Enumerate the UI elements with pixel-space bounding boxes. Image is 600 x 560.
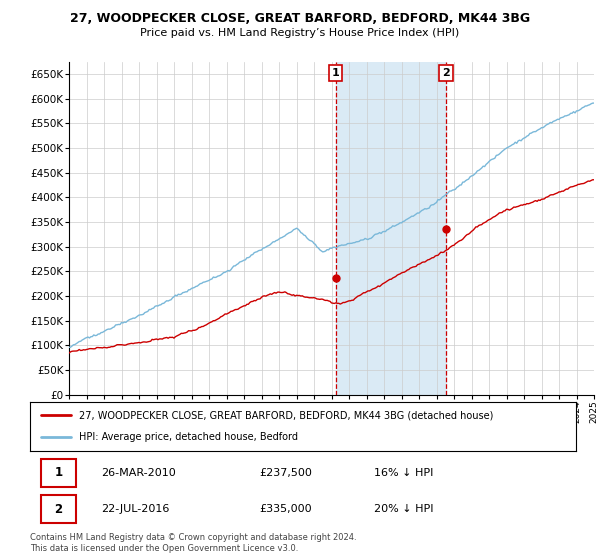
Text: 16% ↓ HPI: 16% ↓ HPI: [374, 468, 433, 478]
Text: £335,000: £335,000: [259, 504, 312, 514]
Text: 1: 1: [55, 466, 63, 479]
Text: 22-JUL-2016: 22-JUL-2016: [101, 504, 169, 514]
Text: HPI: Average price, detached house, Bedford: HPI: Average price, detached house, Bedf…: [79, 432, 298, 442]
Text: 1: 1: [332, 68, 340, 78]
Bar: [335, 62, 446, 395]
FancyBboxPatch shape: [41, 459, 76, 487]
FancyBboxPatch shape: [41, 495, 76, 523]
Text: 26-MAR-2010: 26-MAR-2010: [101, 468, 176, 478]
Text: Price paid vs. HM Land Registry’s House Price Index (HPI): Price paid vs. HM Land Registry’s House …: [140, 28, 460, 38]
Text: 27, WOODPECKER CLOSE, GREAT BARFORD, BEDFORD, MK44 3BG: 27, WOODPECKER CLOSE, GREAT BARFORD, BED…: [70, 12, 530, 25]
Text: 2: 2: [55, 502, 63, 516]
Text: 2: 2: [442, 68, 450, 78]
Text: £237,500: £237,500: [259, 468, 312, 478]
Text: 27, WOODPECKER CLOSE, GREAT BARFORD, BEDFORD, MK44 3BG (detached house): 27, WOODPECKER CLOSE, GREAT BARFORD, BED…: [79, 410, 494, 421]
Text: 20% ↓ HPI: 20% ↓ HPI: [374, 504, 433, 514]
Text: Contains HM Land Registry data © Crown copyright and database right 2024.
This d: Contains HM Land Registry data © Crown c…: [30, 533, 356, 553]
